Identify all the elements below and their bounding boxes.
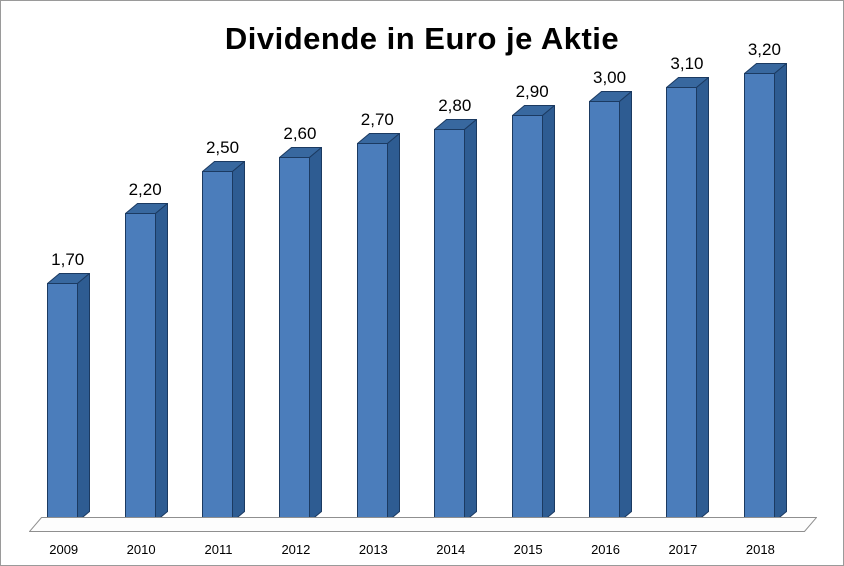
bar-column: 1,70 (25, 250, 102, 522)
bar-value-label: 2,80 (438, 96, 472, 115)
bar-front-face (124, 213, 156, 522)
bars-container: 1,70 2,20 2,50 2,60 2,70 2,80 2,90 3,00 3,10 3,20 (25, 40, 799, 522)
chart-title: Dividende in Euro je Aktie (224, 21, 620, 56)
bar-side-face (77, 273, 91, 522)
x-axis: 2009 2010 2011 2012 2013 2014 2015 2016 2017 2018 (25, 542, 799, 557)
bar-value-label: 2,60 (283, 124, 317, 143)
x-axis-label: 2018 (745, 542, 775, 557)
bar-value-label: 1,70 (51, 250, 85, 269)
x-axis-label: 2009 (49, 542, 79, 557)
bar-value-label: 3,00 (593, 68, 627, 87)
bar-column: 2,20 (102, 180, 179, 522)
bar-column: 3,20 (722, 40, 799, 522)
bar-3d (434, 119, 478, 522)
bar-side-face (154, 203, 168, 522)
bar-front-face (743, 73, 775, 522)
bar-side-face (773, 63, 787, 522)
x-axis-label: 2016 (591, 542, 620, 557)
bar-side-face (541, 105, 555, 522)
bar-side-face (696, 77, 710, 522)
bar-column: 2,50 (180, 138, 257, 522)
bar-column: 3,10 (644, 54, 721, 522)
bar-3d (666, 77, 710, 522)
bar-front-face (511, 115, 543, 522)
x-axis-label: 2012 (281, 542, 311, 557)
bar-front-face (202, 171, 234, 522)
bar-value-label: 3,10 (670, 54, 704, 73)
bar-3d (356, 133, 400, 522)
bar-3d (202, 161, 246, 522)
bar-side-face (309, 147, 323, 522)
bar-column: 3,00 (567, 68, 644, 522)
bar-3d (124, 203, 168, 522)
bar-value-label: 3,20 (747, 40, 781, 59)
bar-front-face (589, 101, 621, 522)
bar-column: 2,90 (489, 82, 566, 522)
bar-3d (511, 105, 555, 522)
bar-column: 2,80 (412, 96, 489, 522)
x-axis-label: 2015 (513, 542, 543, 557)
bar-value-label: 2,70 (360, 110, 394, 129)
x-axis-label: 2011 (204, 542, 233, 557)
bar-3d (589, 91, 633, 522)
bar-3d (279, 147, 323, 522)
bar-3d (47, 273, 91, 522)
bar-front-face (356, 143, 388, 522)
bar-3d (743, 63, 787, 522)
bar-front-face (279, 157, 311, 522)
bar-front-face (666, 87, 698, 522)
bar-value-label: 2,90 (515, 82, 549, 101)
x-axis-label: 2013 (358, 542, 388, 557)
bar-front-face (47, 283, 79, 522)
bar-side-face (464, 119, 478, 522)
bar-side-face (386, 133, 400, 522)
bar-front-face (434, 129, 466, 522)
x-axis-label: 2014 (436, 542, 466, 557)
bar-side-face (619, 91, 633, 522)
bar-side-face (232, 161, 246, 522)
chart-floor (29, 517, 817, 532)
x-axis-label: 2010 (126, 542, 156, 557)
bar-value-label: 2,50 (205, 138, 240, 157)
bar-value-label: 2,20 (128, 180, 162, 199)
x-axis-label: 2017 (668, 542, 698, 557)
bar-column: 2,70 (335, 110, 412, 522)
bar-column: 2,60 (257, 124, 334, 522)
